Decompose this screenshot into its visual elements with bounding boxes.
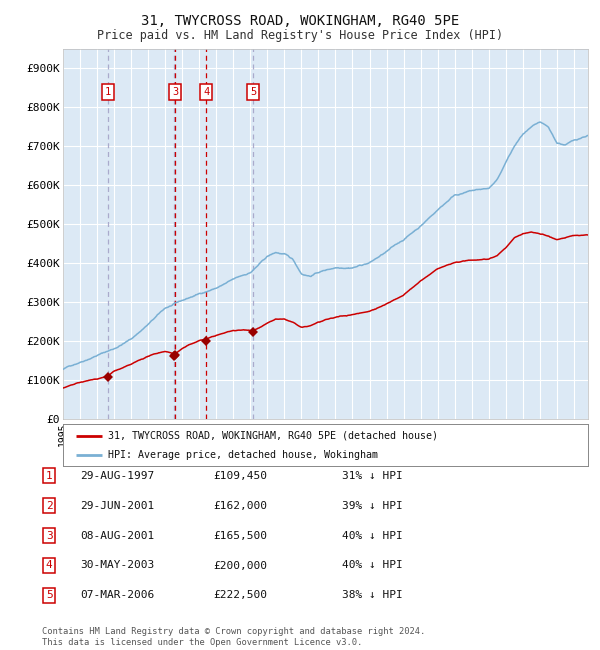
Text: 2: 2 bbox=[46, 500, 53, 511]
Text: 07-MAR-2006: 07-MAR-2006 bbox=[80, 590, 154, 601]
Text: 5: 5 bbox=[46, 590, 53, 601]
Text: 31, TWYCROSS ROAD, WOKINGHAM, RG40 5PE (detached house): 31, TWYCROSS ROAD, WOKINGHAM, RG40 5PE (… bbox=[107, 431, 437, 441]
Text: 40% ↓ HPI: 40% ↓ HPI bbox=[341, 530, 403, 541]
Text: 31, TWYCROSS ROAD, WOKINGHAM, RG40 5PE: 31, TWYCROSS ROAD, WOKINGHAM, RG40 5PE bbox=[141, 14, 459, 29]
Text: £165,500: £165,500 bbox=[213, 530, 267, 541]
Text: 39% ↓ HPI: 39% ↓ HPI bbox=[341, 500, 403, 511]
Text: 4: 4 bbox=[203, 86, 209, 97]
Text: HPI: Average price, detached house, Wokingham: HPI: Average price, detached house, Woki… bbox=[107, 450, 377, 460]
Text: £109,450: £109,450 bbox=[213, 471, 267, 481]
Text: 08-AUG-2001: 08-AUG-2001 bbox=[80, 530, 154, 541]
Text: £200,000: £200,000 bbox=[213, 560, 267, 571]
Text: £222,500: £222,500 bbox=[213, 590, 267, 601]
Text: £162,000: £162,000 bbox=[213, 500, 267, 511]
Text: 1: 1 bbox=[105, 86, 112, 97]
Text: 29-AUG-1997: 29-AUG-1997 bbox=[80, 471, 154, 481]
Text: Contains HM Land Registry data © Crown copyright and database right 2024.
This d: Contains HM Land Registry data © Crown c… bbox=[42, 627, 425, 647]
Text: 3: 3 bbox=[46, 530, 53, 541]
Text: 4: 4 bbox=[46, 560, 53, 571]
Text: 40% ↓ HPI: 40% ↓ HPI bbox=[341, 560, 403, 571]
Text: 3: 3 bbox=[172, 86, 179, 97]
Text: Price paid vs. HM Land Registry's House Price Index (HPI): Price paid vs. HM Land Registry's House … bbox=[97, 29, 503, 42]
Text: 29-JUN-2001: 29-JUN-2001 bbox=[80, 500, 154, 511]
Text: 31% ↓ HPI: 31% ↓ HPI bbox=[341, 471, 403, 481]
Text: 30-MAY-2003: 30-MAY-2003 bbox=[80, 560, 154, 571]
Text: 1: 1 bbox=[46, 471, 53, 481]
Text: 5: 5 bbox=[250, 86, 257, 97]
Text: 38% ↓ HPI: 38% ↓ HPI bbox=[341, 590, 403, 601]
